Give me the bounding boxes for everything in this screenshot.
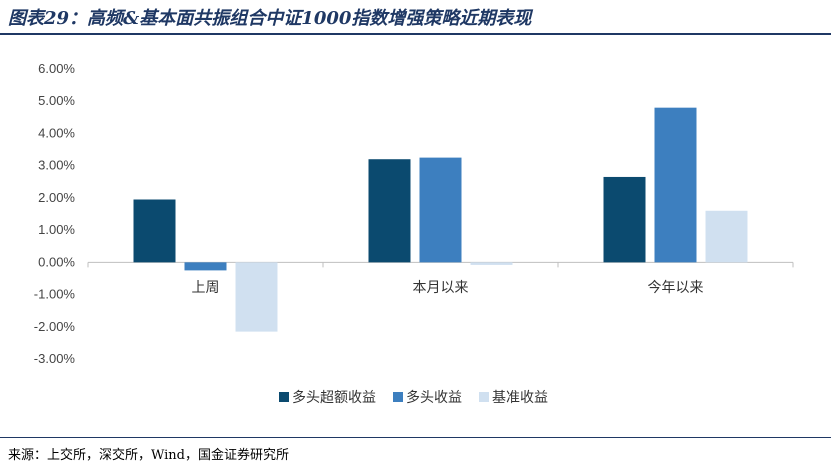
legend-label: 基准收益 xyxy=(492,389,548,406)
source-divider xyxy=(0,437,831,438)
y-tick-label: 0.00% xyxy=(38,254,75,269)
y-tick-label: 3.00% xyxy=(38,158,75,173)
legend-label: 多头收益 xyxy=(406,389,462,406)
legend-swatch xyxy=(279,392,289,402)
bar xyxy=(470,262,513,265)
legend-swatch xyxy=(479,392,489,402)
y-tick-label: 6.00% xyxy=(38,61,75,76)
bar xyxy=(368,159,411,263)
y-tick-label: 5.00% xyxy=(38,93,75,108)
bar xyxy=(235,262,278,332)
category-label: 上周 xyxy=(192,280,220,296)
y-tick-label: -3.00% xyxy=(34,351,76,366)
bar xyxy=(705,210,748,263)
category-label: 今年以来 xyxy=(648,280,704,296)
source-note: 来源：上交所，深交所，Wind，国金证券研究所 xyxy=(8,448,289,463)
y-tick-label: -1.00% xyxy=(34,287,76,302)
chart-title: 图表29：高频&基本面共振组合中证1000指数增强策略近期表现 xyxy=(8,8,532,29)
y-tick-label: -2.00% xyxy=(34,319,76,334)
legend-swatch xyxy=(393,392,403,402)
category-label: 本月以来 xyxy=(413,280,469,296)
y-tick-label: 2.00% xyxy=(38,190,75,205)
bar xyxy=(419,157,462,263)
legend-label: 多头超额收益 xyxy=(292,389,376,406)
bar xyxy=(603,176,646,263)
y-tick-label: 4.00% xyxy=(38,125,75,140)
title-divider xyxy=(0,33,831,35)
bar xyxy=(654,107,697,263)
bar xyxy=(184,262,227,271)
bar-chart: -3.00% -2.00% -1.00% 0.00% 1.00% 2.00% 3.00% 4.… xyxy=(34,61,794,406)
bar xyxy=(133,199,176,263)
y-tick-label: 1.00% xyxy=(38,222,75,237)
